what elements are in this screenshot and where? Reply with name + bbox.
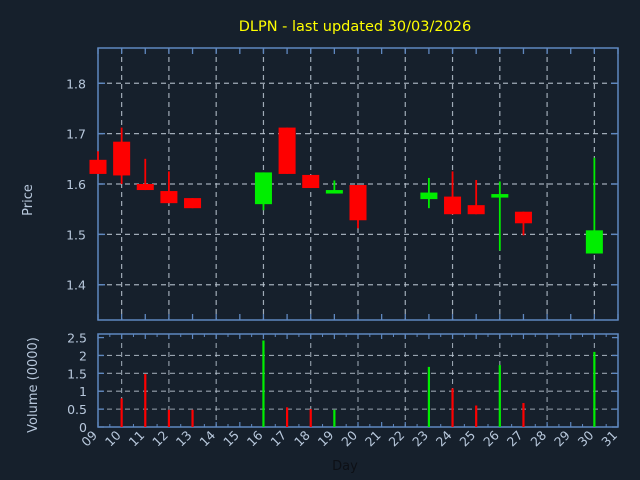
candle-body	[585, 230, 603, 254]
candlestick-20	[349, 185, 367, 229]
price-axis-label: Price	[21, 184, 36, 216]
candlestick-18	[302, 174, 320, 189]
candlestick-19	[325, 180, 343, 194]
volume-tick-label: 0	[79, 420, 87, 435]
candlestick-25	[467, 179, 485, 215]
price-tick-label: 1.7	[66, 127, 86, 142]
candlestick-12	[160, 171, 178, 204]
candle-body	[325, 190, 343, 194]
volume-tick-label: 1	[79, 384, 87, 399]
volume-axis-label: Volume (0000)	[26, 337, 41, 433]
candlestick-09	[89, 151, 107, 174]
price-frame	[97, 47, 619, 321]
candle-body	[254, 172, 272, 205]
price-tick-label: 1.4	[66, 278, 86, 293]
x-tick-labels: 09 10 11 12 13 14 15 16 17 18 19 20 21 22 23 24 25 26 27 28…	[78, 427, 620, 449]
price-panel: 1.4 1.5 1.6 1.7 1.8	[66, 47, 619, 321]
price-tick-label: 1.5	[66, 227, 86, 242]
candle-body	[113, 141, 131, 176]
candle-body	[136, 184, 154, 191]
day-axis-label: Day	[332, 459, 358, 474]
candlestick-11	[136, 158, 154, 191]
volume-tick-label: 1.5	[67, 366, 87, 381]
candle-body	[278, 127, 296, 174]
volume-frame	[97, 333, 619, 428]
candle-body	[160, 191, 178, 204]
candlestick-27	[514, 211, 532, 236]
price-tick-label: 1.8	[66, 76, 86, 91]
volume-panel: 0 0.5 1 1.5 2 2.5	[67, 331, 619, 435]
candle-body	[89, 159, 107, 174]
candle-body	[420, 192, 438, 200]
candlestick-30	[585, 157, 603, 254]
candlestick-23	[420, 177, 438, 209]
candlestick-24	[444, 171, 462, 215]
candlestick-10	[113, 127, 131, 184]
volume-tick-label: 2	[79, 348, 87, 363]
candle-body	[444, 196, 462, 215]
price-tick-label: 1.6	[66, 177, 86, 192]
volume-tick-label: 2.5	[67, 331, 87, 346]
candle-body	[467, 205, 485, 215]
candle-body	[184, 198, 202, 209]
chart-title: DLPN - last updated 30/03/2026	[239, 19, 472, 35]
candle-body	[349, 185, 367, 221]
candlestick-16	[254, 172, 272, 211]
candlestick-13	[184, 198, 202, 209]
candle-body	[514, 211, 532, 224]
volume-tick-label: 0.5	[67, 402, 87, 417]
candle-body	[302, 174, 320, 189]
candle-body	[491, 194, 509, 198]
candlestick-17	[278, 127, 296, 174]
candlestick-26	[491, 181, 509, 251]
